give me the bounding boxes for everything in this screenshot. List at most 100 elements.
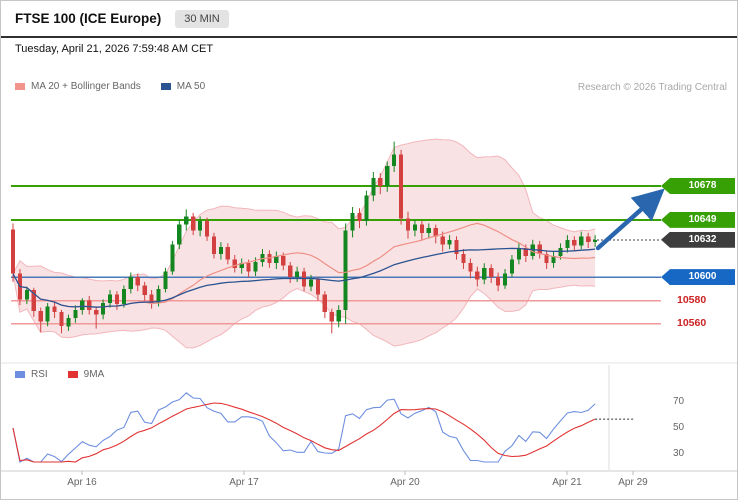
candle-body — [412, 224, 417, 231]
candle-body — [149, 294, 154, 303]
candle-body — [537, 244, 542, 254]
price-label-10678: 10678 — [661, 178, 735, 194]
legend-swatch — [67, 371, 78, 378]
candle-body — [475, 271, 480, 280]
x-axis-label: Apr 17 — [229, 477, 259, 488]
rsi-legend: RSI 9MA — [15, 369, 104, 380]
bollinger-lower-line — [12, 273, 596, 349]
candle-body — [87, 300, 92, 310]
candle-body — [218, 246, 223, 254]
candle-body — [586, 236, 591, 243]
candle-body — [73, 309, 78, 319]
candle-body — [225, 246, 230, 260]
candle-body — [80, 300, 85, 310]
candle-body — [198, 221, 203, 231]
candle-body — [274, 256, 279, 264]
x-axis-label: Apr 16 — [67, 477, 97, 488]
candle-body — [426, 228, 431, 233]
candle-body — [350, 212, 355, 231]
candle-body — [128, 277, 133, 289]
legend-swatch — [160, 83, 171, 90]
candle-body — [308, 279, 314, 287]
forecast-up-arrow — [595, 188, 665, 251]
candle-body — [142, 285, 147, 295]
rsi-axis-30: 30 — [673, 448, 685, 459]
candle-body — [177, 224, 182, 245]
candle-body — [454, 239, 459, 254]
rsi-9ma-line — [12, 402, 596, 463]
candle-body — [392, 154, 397, 167]
candle-body — [281, 256, 286, 266]
candle-body — [385, 166, 390, 186]
candle-body — [371, 177, 376, 196]
rsi-axis-50: 50 — [673, 422, 685, 433]
price-label-10560: 10560 — [677, 316, 707, 329]
candle-body — [94, 309, 99, 315]
bollinger-band-fill — [13, 139, 596, 348]
chart-datetime: Tuesday, April 21, 2026 7:59:48 AM CET — [15, 43, 214, 55]
candle-body — [232, 259, 237, 268]
candle-body — [59, 312, 64, 327]
candle-body — [66, 318, 71, 327]
candle-body — [135, 277, 140, 286]
timeframe-badge: 30 MIN — [175, 9, 229, 28]
candle-body — [502, 273, 508, 286]
candle-body — [544, 253, 549, 264]
candle-body — [447, 239, 452, 245]
candle-body — [288, 265, 293, 278]
candle-body — [579, 236, 584, 246]
legend-swatch — [15, 83, 25, 90]
legend-item: RSI — [15, 369, 48, 380]
candle-body — [295, 271, 300, 278]
candle-body — [107, 294, 113, 303]
candle-body — [440, 236, 445, 245]
price-label-10649: 10649 — [661, 211, 735, 228]
candle-body — [204, 221, 210, 237]
candle-body — [10, 229, 16, 274]
candle-body — [551, 256, 556, 264]
candle-body — [489, 267, 494, 278]
price-label-10632: 10632 — [661, 231, 735, 248]
copyright-watermark: Research © 2026 Trading Central — [577, 82, 727, 93]
candle-body — [433, 228, 438, 237]
candle-body — [184, 216, 189, 225]
legend-label: MA 50 — [176, 81, 206, 92]
candle-body — [558, 248, 563, 257]
rsi-axis-70: 70 — [673, 396, 685, 407]
candle-body — [211, 236, 217, 254]
instrument-title: FTSE 100 (ICE Europe) — [15, 11, 162, 26]
legend-swatch — [15, 371, 25, 378]
candle-body — [468, 263, 473, 272]
candle-body — [523, 248, 528, 257]
candle-body — [170, 244, 175, 272]
candle-body — [461, 253, 466, 264]
legend-item: 9MA — [67, 369, 105, 380]
candle-body — [364, 195, 369, 222]
candle-body — [419, 224, 424, 233]
candle-body — [163, 271, 168, 289]
candle-body — [496, 277, 501, 286]
candle-body — [405, 218, 411, 231]
price-label-10580: 10580 — [677, 293, 707, 306]
price-chart-legend: MA 20 + Bollinger Bands MA 50 — [15, 81, 205, 92]
legend-label: RSI — [31, 369, 48, 380]
candle-body — [260, 253, 265, 262]
rsi-line — [12, 392, 596, 463]
legend-item: MA 50 — [160, 81, 206, 92]
legend-label: 9MA — [83, 369, 105, 380]
candle-body — [572, 239, 577, 246]
candle-body — [482, 267, 487, 280]
x-axis-label: Apr 21 — [552, 477, 582, 488]
candle-body — [101, 302, 106, 315]
candle-body — [191, 216, 196, 231]
candle-body — [45, 306, 50, 322]
candle-body — [239, 263, 244, 268]
candle-body — [52, 306, 57, 313]
candle-body — [315, 279, 320, 295]
candle-body — [322, 294, 327, 313]
candle-body — [253, 262, 258, 272]
bollinger-upper-line — [12, 138, 596, 282]
chart-header: FTSE 100 (ICE Europe) 30 MIN — [1, 1, 737, 38]
